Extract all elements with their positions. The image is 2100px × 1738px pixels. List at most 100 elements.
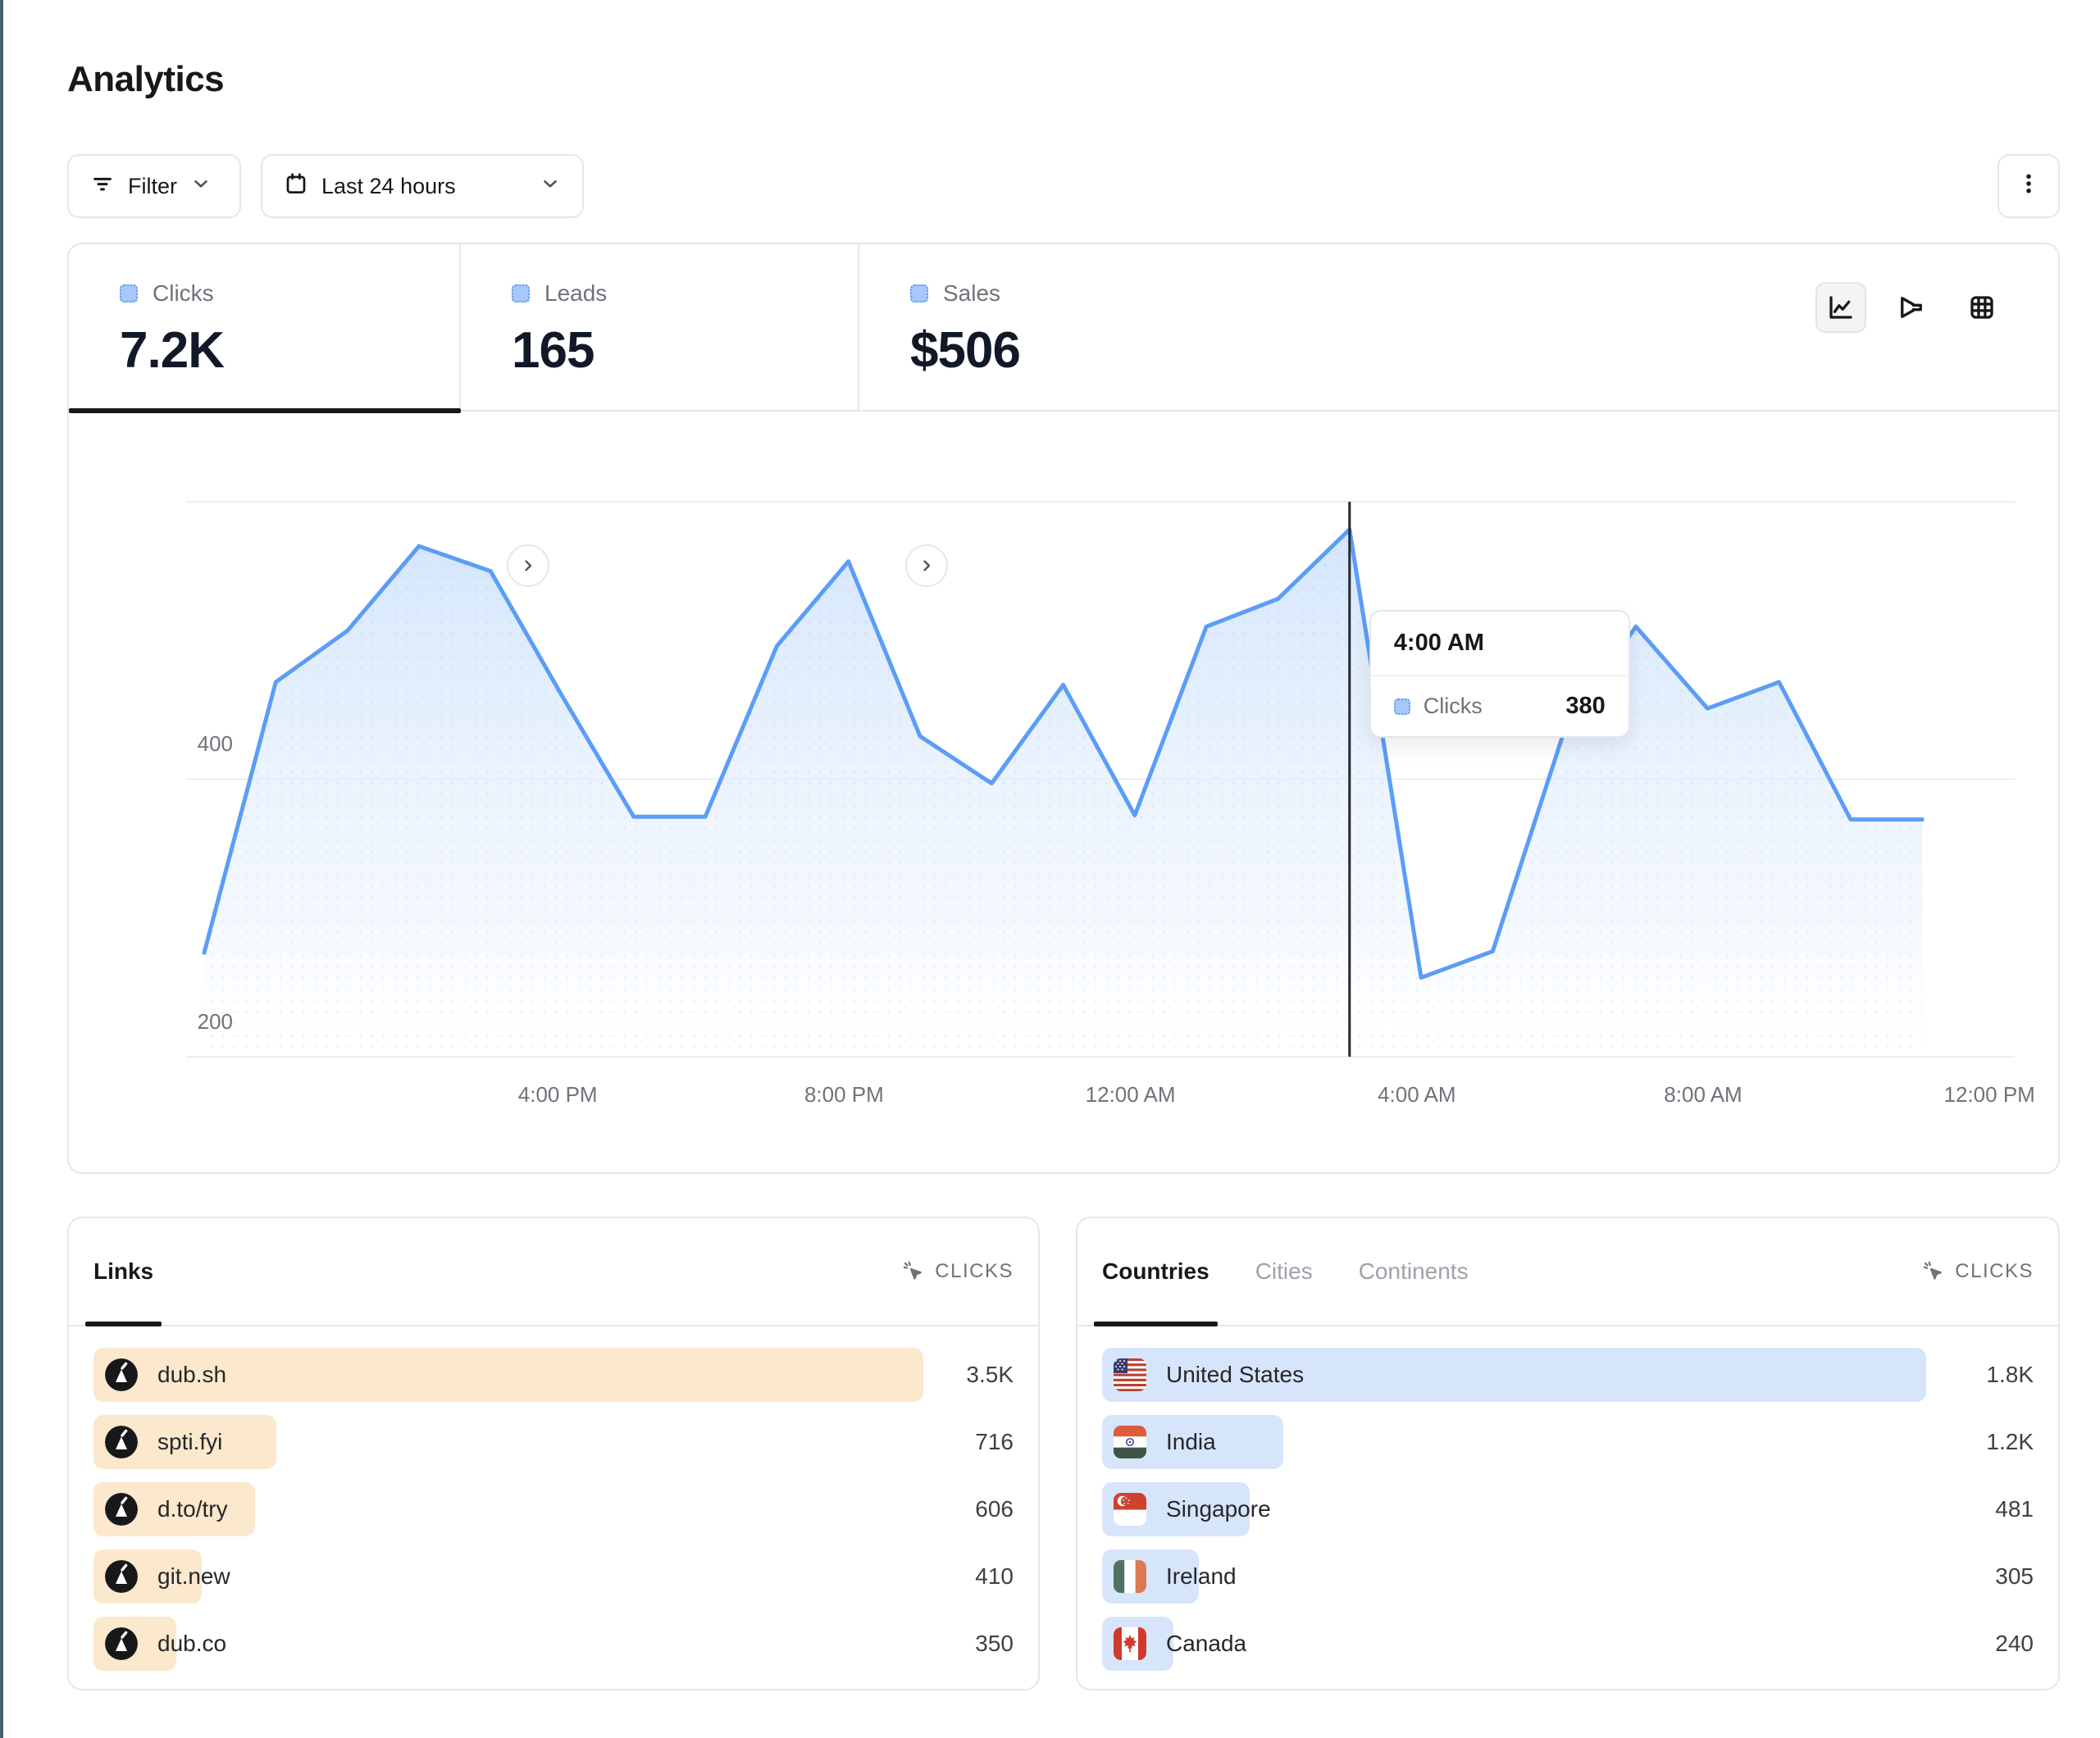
row-label: git.new — [157, 1563, 230, 1589]
bar-zone: Singapore — [1102, 1482, 1943, 1536]
bar-zone: git.new — [93, 1549, 923, 1604]
links-panel-header: Links CLICKS — [69, 1218, 1038, 1326]
chart-tooltip: 4:00 AM Clicks 380 — [1369, 610, 1630, 738]
chevron-right-icon — [923, 560, 931, 571]
row-value: 1.2K — [1986, 1429, 2034, 1454]
row-label: dub.sh — [157, 1362, 227, 1387]
dub-logo-icon — [105, 1426, 138, 1458]
bar-zone: Ireland — [1102, 1549, 1943, 1604]
flag-india-icon — [1114, 1426, 1146, 1458]
stat-card-sales[interactable]: Sales $506 — [859, 244, 1351, 412]
links-panel: Links CLICKS dub.sh 3.5K spti.fyi 716 d.to/t… — [67, 1217, 1040, 1690]
link-row[interactable]: d.to/try 606 — [93, 1482, 1014, 1536]
countries-metric-label: CLICKS — [1955, 1260, 2034, 1282]
stat-card-leads[interactable]: Leads 165 — [461, 244, 859, 412]
link-row[interactable]: spti.fyi 716 — [93, 1415, 1014, 1469]
active-stat-underline — [69, 408, 461, 413]
countries-metric[interactable]: CLICKS — [1922, 1260, 2034, 1283]
x-axis-tick: 12:00 PM — [1943, 1082, 2035, 1107]
stat-label: Sales — [943, 280, 1001, 306]
chart-view-toggle — [1815, 282, 2007, 333]
y-axis-tick: 200 — [197, 1008, 233, 1034]
flag-canada-icon — [1114, 1627, 1146, 1660]
chevron-down-icon — [540, 173, 561, 200]
cursor-click-icon — [1924, 1261, 1943, 1280]
countries-panel-header: Countries Cities Continents CLICKS — [1077, 1218, 2058, 1326]
link-row[interactable]: git.new 410 — [93, 1549, 1014, 1604]
area-dot-texture — [204, 529, 1923, 1057]
tab-links[interactable]: Links — [84, 1218, 162, 1326]
stat-value: 7.2K — [120, 322, 225, 379]
bar-zone: United States — [1102, 1348, 1943, 1402]
stat-label: Leads — [544, 280, 608, 306]
row-label: spti.fyi — [157, 1429, 223, 1454]
line-chart-view-button[interactable] — [1815, 282, 1866, 333]
table-view-button[interactable] — [1957, 282, 2007, 333]
tab-continents[interactable]: Continents — [1358, 1258, 1469, 1284]
date-range-label: Last 24 hours — [321, 173, 456, 198]
dub-logo-icon — [105, 1627, 138, 1660]
grid-table-icon — [1970, 296, 1993, 319]
clicks-area-chart[interactable] — [186, 494, 2015, 1059]
clicks-line — [202, 527, 1925, 980]
left-edge-strip — [0, 0, 3, 1738]
tooltip-value: 380 — [1565, 693, 1606, 719]
expand-sales-button[interactable] — [905, 544, 948, 587]
funnel-view-button[interactable] — [1886, 282, 1937, 333]
page-title: Analytics — [67, 59, 225, 99]
link-row[interactable]: dub.co 350 — [93, 1617, 1014, 1671]
row-label: Singapore — [1166, 1496, 1271, 1522]
clicks-series-marker — [120, 284, 138, 303]
stat-value: $506 — [910, 322, 1021, 379]
value-bar — [1102, 1348, 1927, 1402]
value-bar — [93, 1348, 923, 1402]
cursor-click-icon — [904, 1261, 922, 1280]
row-value: 606 — [975, 1496, 1014, 1522]
stat-value: 165 — [512, 322, 594, 379]
stat-card-clicks[interactable]: Clicks 7.2K — [69, 244, 461, 413]
filter-icon — [90, 171, 115, 202]
links-metric[interactable]: CLICKS — [902, 1260, 1014, 1283]
more-options-button[interactable] — [1998, 154, 2060, 218]
filter-label: Filter — [128, 173, 177, 198]
row-value: 240 — [1995, 1631, 2034, 1656]
bar-zone: d.to/try — [93, 1482, 923, 1536]
x-axis-tick: 8:00 PM — [804, 1082, 884, 1107]
line-chart-icon — [1829, 296, 1852, 319]
filter-button[interactable]: Filter — [67, 154, 241, 218]
country-row[interactable]: Singapore 481 — [1102, 1482, 2034, 1536]
flag-ireland-icon — [1114, 1560, 1146, 1593]
bar-zone: India — [1102, 1415, 1943, 1469]
bar-zone: dub.sh — [93, 1348, 923, 1402]
tab-countries[interactable]: Countries — [1094, 1218, 1218, 1326]
row-value: 3.5K — [966, 1362, 1014, 1387]
chevron-right-icon — [525, 560, 532, 571]
country-row[interactable]: Ireland 305 — [1102, 1549, 2034, 1604]
country-row[interactable]: India 1.2K — [1102, 1415, 2034, 1469]
bar-zone: dub.co — [93, 1617, 923, 1671]
countries-panel: Countries Cities Continents CLICKS United … — [1076, 1217, 2060, 1690]
link-row[interactable]: dub.sh 3.5K — [93, 1348, 1014, 1402]
chevron-down-icon — [190, 173, 212, 200]
date-range-button[interactable]: Last 24 hours — [261, 154, 584, 218]
row-value: 481 — [1995, 1496, 2034, 1522]
row-label: India — [1166, 1429, 1216, 1454]
country-row[interactable]: Canada 240 — [1102, 1617, 2034, 1671]
sales-series-marker — [910, 284, 928, 303]
x-axis-tick: 12:00 AM — [1085, 1082, 1176, 1107]
tooltip-series-name: Clicks — [1423, 694, 1483, 718]
analytics-card: Clicks 7.2K Leads 165 Sales $506 — [67, 243, 2060, 1311]
row-label: Ireland — [1166, 1563, 1237, 1589]
links-metric-label: CLICKS — [935, 1260, 1014, 1282]
x-axis-tick: 4:00 AM — [1378, 1082, 1456, 1107]
clicks-series-marker — [1393, 698, 1410, 715]
row-value: 410 — [975, 1563, 1014, 1589]
x-axis-tick: 4:00 PM — [517, 1082, 598, 1107]
expand-leads-button[interactable] — [507, 544, 549, 587]
row-value: 716 — [975, 1429, 1014, 1454]
tab-cities[interactable]: Cities — [1255, 1258, 1313, 1284]
y-axis-tick: 400 — [197, 731, 233, 756]
row-value: 350 — [975, 1631, 1014, 1656]
country-row[interactable]: United States 1.8K — [1102, 1348, 2034, 1402]
dub-logo-icon — [105, 1560, 138, 1593]
